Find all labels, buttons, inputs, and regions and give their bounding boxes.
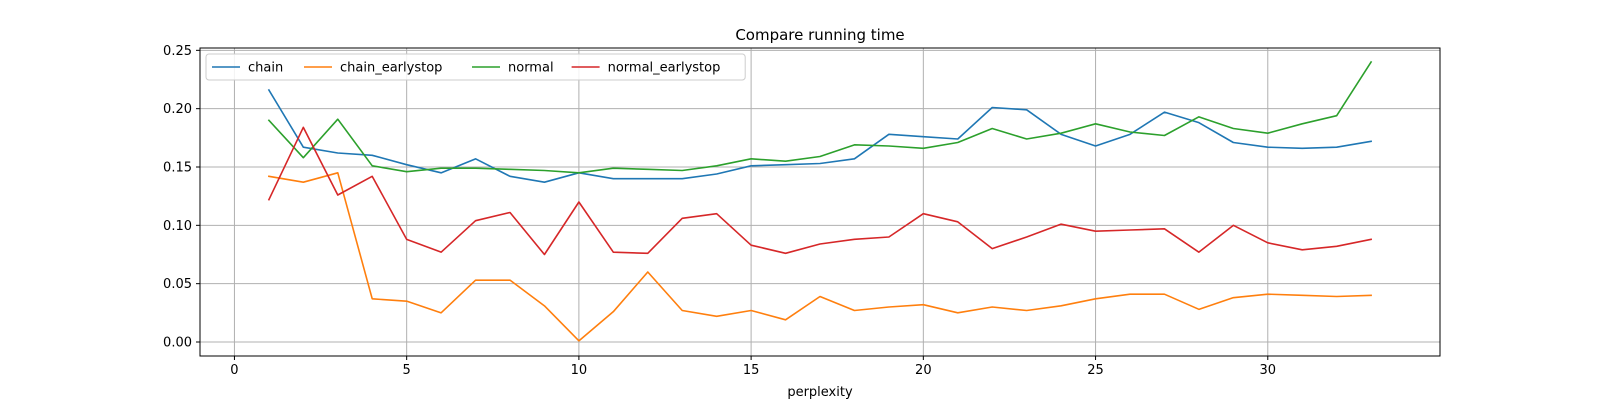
axis-ticks: 0 5 10 15 20 25 30 0.00 0.05 0.10 0.15 0.20 0.25: [163, 44, 1276, 378]
legend: chain chain_earlystop normal normal_earlyst…: [205, 53, 746, 81]
y-tick-label: 0.05: [163, 277, 192, 292]
y-tick-label: 0.00: [163, 336, 192, 351]
y-tick-label: 0.20: [163, 102, 192, 117]
series-line-normal: [267, 60, 1373, 174]
x-tick-label: 5: [403, 363, 411, 378]
series-line-chain-earlystop: [267, 172, 1372, 342]
series-line-normal-earlystop: [267, 126, 1373, 256]
legend-label: chain_earlystop: [340, 61, 442, 76]
legend-label: chain: [248, 61, 283, 76]
y-tick-label: 0.15: [163, 161, 192, 176]
x-tick-label: 30: [1260, 363, 1277, 378]
legend-label: normal: [508, 61, 554, 76]
plot-frame: [199, 47, 1441, 357]
x-tick-label: 15: [743, 363, 760, 378]
x-tick-label: 0: [230, 363, 238, 378]
series-lines: [267, 60, 1373, 342]
x-tick-label: 10: [571, 363, 588, 378]
y-tick-label: 0.10: [163, 219, 192, 234]
chart-title: Compare running time: [735, 26, 904, 44]
legend-label: normal_earlystop: [608, 61, 721, 76]
x-tick-label: 20: [915, 363, 932, 378]
x-tick-label: 25: [1087, 363, 1104, 378]
y-tick-label: 0.25: [163, 44, 192, 59]
x-axis-label: perplexity: [787, 385, 853, 400]
